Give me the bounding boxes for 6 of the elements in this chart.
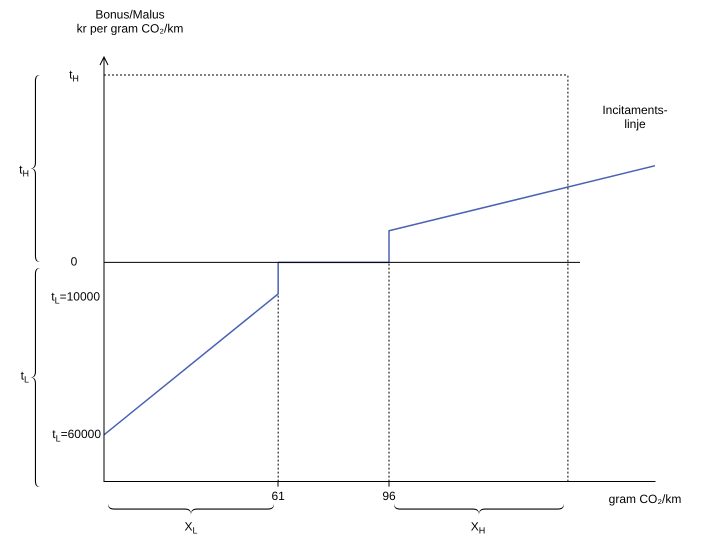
x-tick-label: 61: [271, 489, 286, 504]
x-tick-label: 96: [382, 489, 396, 504]
x-axis-title: gram CO₂/km: [608, 492, 682, 506]
annotation: Incitaments- linje: [602, 103, 668, 132]
ref-line-label: 0: [70, 254, 78, 269]
text: Bonus/Malus kr per gram CO₂/km: [76, 7, 184, 36]
